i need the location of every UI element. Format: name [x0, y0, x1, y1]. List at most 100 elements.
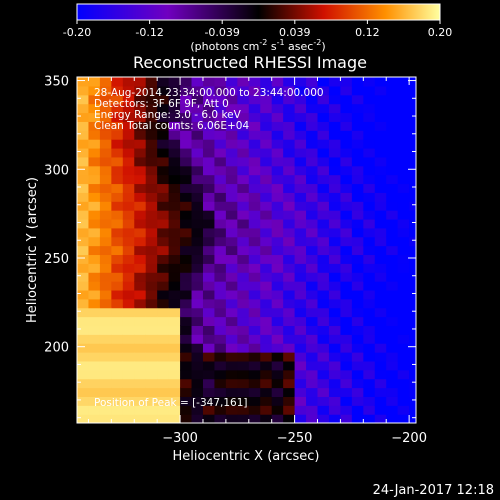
- heatmap-cell: [386, 236, 399, 247]
- heatmap-cell: [283, 139, 296, 149]
- heatmap-cell: [351, 352, 364, 362]
- heatmap-cell: [306, 414, 319, 423]
- heatmap-cell: [260, 227, 273, 238]
- heatmap-cell: [237, 289, 250, 300]
- heatmap-cell: [374, 77, 387, 87]
- heatmap-cell: [145, 334, 158, 344]
- heatmap-cell: [409, 85, 416, 96]
- heatmap-cell: [180, 378, 193, 389]
- heatmap-cell: [237, 405, 250, 415]
- heatmap-cell: [88, 360, 101, 371]
- heatmap-cell: [237, 94, 250, 105]
- heatmap-cell: [409, 325, 416, 335]
- heatmap-cell: [306, 147, 319, 158]
- heatmap-cell: [294, 245, 307, 256]
- heatmap-cell: [77, 156, 90, 167]
- annotation-energy-range: Energy Range: 3.0 - 6.0 keV: [94, 109, 241, 121]
- heatmap-cell: [214, 139, 227, 149]
- heatmap-cell: [180, 414, 193, 423]
- heatmap-cell: [317, 218, 330, 229]
- heatmap-cell: [237, 183, 250, 193]
- heatmap-cell: [248, 236, 261, 247]
- heatmap-cell: [363, 387, 376, 397]
- heatmap-cell: [363, 307, 376, 318]
- heatmap-cell: [317, 272, 330, 282]
- heatmap-cell: [340, 174, 353, 185]
- heatmap-cell: [145, 352, 158, 362]
- heatmap-cell: [283, 94, 296, 105]
- heatmap-cell: [363, 272, 376, 282]
- heatmap-cell: [99, 94, 112, 105]
- heatmap-cell: [111, 254, 124, 264]
- heatmap-cell: [237, 307, 250, 318]
- heatmap-cell: [191, 112, 204, 122]
- heatmap-cell: [99, 414, 112, 423]
- heatmap-cell: [237, 121, 250, 131]
- heatmap-cell: [248, 316, 261, 327]
- heatmap-cell: [225, 156, 238, 167]
- heatmap-cell: [386, 387, 399, 397]
- heatmap-cell: [145, 77, 158, 87]
- heatmap-cell: [294, 387, 307, 397]
- heatmap-cell: [191, 414, 204, 423]
- colorbar: [76, 3, 441, 21]
- heatmap-cell: [363, 85, 376, 96]
- heatmap-cell: [157, 139, 170, 149]
- heatmap-cell: [88, 147, 101, 158]
- heatmap-cell: [225, 77, 238, 87]
- heatmap-cell: [283, 103, 296, 114]
- heatmap-cell: [88, 325, 101, 335]
- heatmap-cell: [214, 192, 227, 202]
- heatmap-cell: [122, 263, 135, 273]
- heatmap-cell: [271, 201, 284, 211]
- heatmap-cell: [397, 121, 410, 131]
- heatmap-cell: [214, 369, 227, 380]
- heatmap-cell: [134, 183, 147, 193]
- heatmap-cell: [294, 405, 307, 415]
- heatmap-cell: [317, 307, 330, 318]
- heatmap-cell: [306, 218, 319, 229]
- heatmap-cell: [122, 94, 135, 105]
- heatmap-cell: [294, 156, 307, 167]
- heatmap-cell: [386, 272, 399, 282]
- heatmap-cell: [145, 281, 158, 291]
- heatmap-cell: [260, 316, 273, 327]
- heatmap-cell: [374, 245, 387, 256]
- heatmap-cell: [88, 254, 101, 264]
- heatmap-cell: [386, 227, 399, 238]
- heatmap-cell: [351, 130, 364, 140]
- heatmap-cell: [145, 396, 158, 406]
- heatmap-cell: [248, 139, 261, 149]
- heatmap-cell: [363, 343, 376, 353]
- heatmap-cell: [271, 183, 284, 193]
- heatmap-cell: [77, 369, 90, 380]
- heatmap-cell: [328, 298, 342, 309]
- heatmap-cell: [157, 369, 170, 380]
- heatmap-cell: [145, 414, 158, 423]
- heatmap-cell: [317, 192, 330, 202]
- heatmap-cell: [111, 307, 124, 318]
- heatmap-cell: [225, 147, 238, 158]
- heatmap-cell: [386, 325, 399, 335]
- heatmap-cell: [397, 334, 410, 344]
- heatmap-cell: [145, 343, 158, 353]
- heatmap-cell: [145, 130, 158, 140]
- heatmap-cell: [409, 245, 416, 256]
- heatmap-cell: [248, 121, 261, 131]
- heatmap-cell: [191, 281, 204, 291]
- heatmap-cell: [340, 316, 353, 327]
- heatmap-cell: [386, 414, 399, 423]
- heatmap-cell: [317, 85, 330, 96]
- heatmap-cell: [409, 112, 416, 122]
- heatmap-cell: [134, 414, 147, 423]
- heatmap-cell: [374, 94, 387, 105]
- heatmap-cell: [122, 139, 135, 149]
- heatmap-cell: [317, 405, 330, 415]
- heatmap-cell: [260, 85, 273, 96]
- heatmap-cell: [397, 378, 410, 389]
- heatmap-cell: [88, 218, 101, 229]
- heatmap-cell: [294, 236, 307, 247]
- heatmap-cell: [122, 396, 135, 406]
- heatmap-cell: [214, 360, 227, 371]
- heatmap-cell: [351, 378, 364, 389]
